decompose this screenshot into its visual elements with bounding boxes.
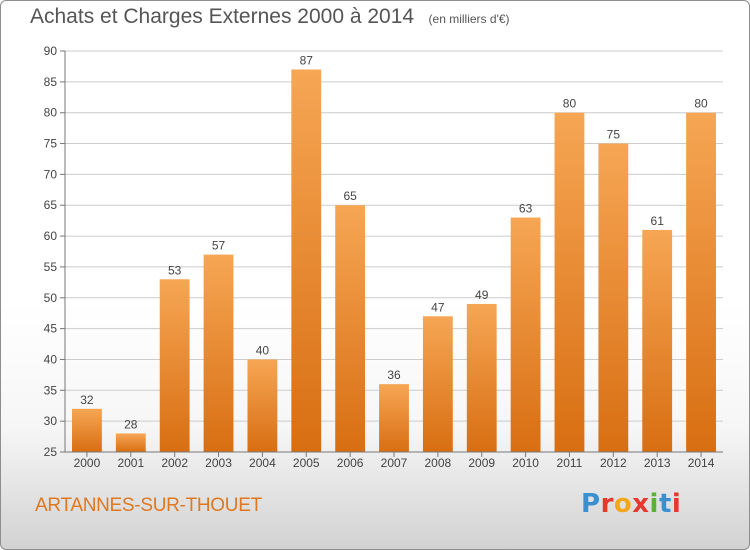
y-tick-label: 70	[44, 167, 58, 181]
bar-2002[interactable]	[159, 279, 190, 452]
y-tick-label: 25	[44, 445, 58, 459]
y-tick-label: 80	[44, 106, 58, 120]
value-label-2009: 49	[475, 288, 489, 302]
chart-title: Achats et Charges Externes 2000 à 2014	[30, 5, 415, 28]
y-tick-label: 75	[44, 137, 58, 151]
y-tick-label: 65	[44, 198, 58, 212]
bar-2006[interactable]	[335, 205, 366, 452]
bar-2012[interactable]	[598, 143, 629, 453]
value-label-2013: 61	[651, 214, 665, 228]
logo-letter: x	[632, 489, 650, 519]
bar-2001[interactable]	[115, 433, 146, 452]
x-tick-label-2007: 2007	[381, 456, 408, 470]
value-label-2008: 47	[431, 300, 445, 314]
x-tick-label-2011: 2011	[557, 456, 583, 470]
bar-2000[interactable]	[72, 408, 102, 452]
y-tick-label: 85	[44, 75, 58, 89]
proxiti-logo[interactable]: Proxiti	[581, 489, 681, 519]
bar-2007[interactable]	[379, 384, 409, 452]
bar-2005[interactable]	[291, 69, 322, 452]
y-tick-label: 45	[44, 322, 58, 336]
title-row: Achats et Charges Externes 2000 à 2014 (…	[30, 5, 510, 29]
value-label-2006: 65	[343, 189, 357, 203]
value-label-2014: 80	[694, 97, 708, 111]
bars	[72, 69, 716, 453]
y-tick-label: 40	[44, 352, 58, 366]
value-label-2005: 87	[300, 54, 314, 68]
x-tick-label-2008: 2008	[425, 456, 452, 470]
logo-letter: P	[581, 489, 601, 519]
value-labels: 32 28 53 57 40 87 65 36 47 49 63 80 75 61 80	[80, 54, 708, 432]
y-tick-label: 35	[44, 383, 58, 397]
value-label-2010: 63	[519, 202, 533, 216]
x-tick-label-2003: 2003	[205, 456, 232, 470]
y-tick-label: 55	[44, 260, 58, 274]
bar-2010[interactable]	[510, 217, 541, 452]
x-tick-label-2014: 2014	[688, 456, 715, 470]
value-label-2004: 40	[256, 343, 270, 357]
value-label-2003: 57	[212, 239, 226, 253]
x-tick-label-2010: 2010	[512, 456, 539, 470]
bar-2003[interactable]	[203, 254, 234, 452]
value-label-2007: 36	[387, 368, 401, 382]
bar-2011[interactable]	[554, 112, 585, 452]
x-tick-label-2006: 2006	[337, 456, 364, 470]
x-tick-label-2000: 2000	[74, 456, 101, 470]
logo-letter: i	[671, 489, 682, 519]
value-label-2012: 75	[607, 128, 621, 142]
x-tick-label-2009: 2009	[468, 456, 495, 470]
bar-2009[interactable]	[466, 303, 497, 452]
bar-2014[interactable]	[686, 112, 716, 452]
x-tick-label-2004: 2004	[249, 456, 276, 470]
x-tick-label-2005: 2005	[293, 456, 320, 470]
x-tick-label-2001: 2001	[117, 456, 144, 470]
logo-letter: o	[613, 489, 633, 519]
y-tick-label: 90	[44, 44, 58, 58]
y-tick-label: 50	[44, 291, 58, 305]
logo-letter: r	[600, 489, 614, 519]
y-tick-label: 30	[44, 414, 58, 428]
value-label-2000: 32	[80, 393, 94, 407]
axes: 25 30 35 40 45 50 55 60 65 70 75 80 85 90 2000 2001 2002…	[44, 44, 723, 470]
bar-2013[interactable]	[642, 229, 673, 452]
logo-letter: i	[649, 489, 659, 519]
x-tick-label-2002: 2002	[161, 456, 188, 470]
y-tick-label: 60	[44, 229, 58, 243]
x-tick-label-2013: 2013	[644, 456, 671, 470]
place-name: ARTANNES-SUR-THOUET	[35, 495, 262, 516]
chart-subtitle: (en milliers d'€)	[428, 12, 510, 26]
x-tick-label-2012: 2012	[600, 456, 627, 470]
value-label-2001: 28	[124, 417, 138, 431]
bar-2008[interactable]	[422, 316, 453, 452]
bar-2004[interactable]	[247, 359, 278, 452]
value-label-2011: 80	[563, 97, 577, 111]
value-label-2002: 53	[168, 263, 182, 277]
logo-letter: t	[658, 489, 672, 519]
